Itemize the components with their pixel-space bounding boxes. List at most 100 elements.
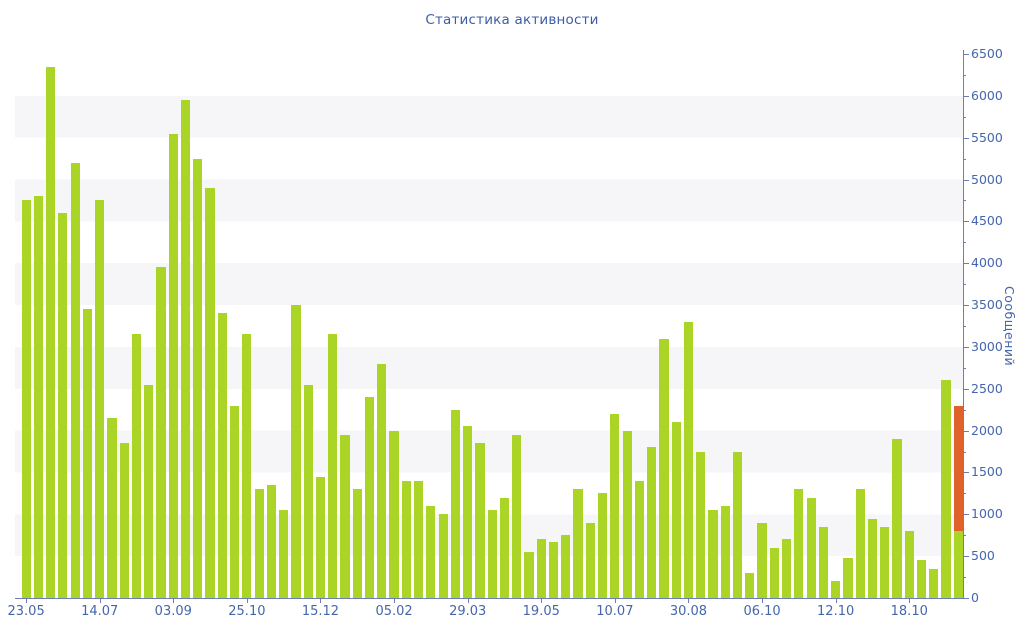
- bar: [745, 572, 755, 598]
- bar: [119, 443, 129, 598]
- y-minor-tick: [963, 74, 966, 76]
- bar: [487, 510, 497, 598]
- bar: [953, 405, 963, 598]
- y-minor-tick: [963, 451, 966, 453]
- x-tick: [909, 599, 911, 603]
- bar: [377, 363, 387, 598]
- x-tick: [173, 599, 175, 603]
- bar: [647, 447, 657, 598]
- bar: [463, 426, 473, 598]
- bar: [230, 405, 240, 598]
- x-tick-label: 14.07: [81, 604, 119, 619]
- x-tick: [394, 599, 396, 603]
- bar: [401, 480, 411, 598]
- bar: [708, 510, 718, 598]
- bar: [855, 489, 865, 598]
- bar: [561, 535, 571, 598]
- bar: [303, 384, 313, 598]
- y-major-tick: [963, 556, 969, 558]
- y-major-tick: [963, 95, 969, 97]
- x-tick-label: 06.10: [743, 604, 781, 619]
- y-axis-title: Сообщений: [1002, 286, 1017, 367]
- x-tick: [762, 599, 764, 603]
- x-tick: [246, 599, 248, 603]
- bar: [46, 66, 56, 598]
- x-tick-label: 15.12: [301, 604, 340, 619]
- bar: [683, 321, 694, 598]
- y-tick-label: 5000: [971, 171, 1003, 187]
- y-major-tick: [963, 263, 969, 265]
- y-axis-line: [963, 50, 964, 599]
- y-major-tick: [963, 472, 969, 474]
- bar: [475, 443, 485, 598]
- bar: [720, 505, 730, 598]
- x-tick-label: 25.10: [228, 604, 266, 619]
- bar: [291, 305, 301, 598]
- y-minor-tick: [963, 158, 966, 160]
- y-minor-tick: [963, 326, 966, 327]
- bar: [364, 397, 375, 598]
- chart-title: Статистика активности: [425, 12, 599, 28]
- x-tick-label: 19.05: [522, 604, 560, 619]
- bar: [95, 200, 105, 598]
- y-minor-tick: [963, 577, 966, 579]
- bar: [634, 480, 644, 598]
- bar: [671, 422, 681, 598]
- bar: [180, 100, 191, 598]
- bar: [217, 313, 227, 598]
- y-major-tick: [963, 137, 969, 139]
- bar: [205, 187, 215, 598]
- y-tick-label: 3000: [971, 338, 1003, 354]
- bar: [21, 200, 31, 598]
- y-tick-label: 4000: [971, 255, 1003, 271]
- bar: [536, 539, 546, 598]
- bar: [904, 531, 914, 598]
- bar: [892, 439, 902, 598]
- y-tick-label: 500: [971, 548, 995, 564]
- bar: [573, 489, 583, 598]
- y-minor-tick: [963, 242, 966, 244]
- bar-segment: [953, 405, 963, 532]
- y-tick-label: 1500: [971, 464, 1003, 480]
- bar: [242, 334, 252, 598]
- bar: [880, 526, 890, 598]
- bar: [389, 430, 399, 598]
- bar: [499, 497, 510, 598]
- plot-area: [15, 54, 963, 598]
- bar: [696, 451, 706, 598]
- y-tick-label: 2500: [971, 380, 1003, 396]
- bar: [70, 162, 80, 598]
- y-tick-label: 0: [971, 590, 979, 605]
- y-minor-tick: [963, 493, 966, 495]
- y-minor-tick: [963, 116, 966, 118]
- bar: [781, 539, 792, 598]
- bar: [598, 493, 608, 598]
- y-tick-label: 4500: [971, 213, 1003, 229]
- bar-segment: [953, 531, 963, 598]
- bar: [806, 497, 816, 598]
- bar: [58, 213, 68, 598]
- x-tick-label: 18.10: [890, 604, 928, 619]
- y-major-tick: [963, 179, 969, 181]
- x-tick: [467, 599, 469, 603]
- x-tick: [688, 599, 690, 603]
- y-major-tick: [963, 514, 969, 516]
- bar: [818, 526, 828, 598]
- x-tick-label: 12.10: [817, 604, 855, 619]
- bar: [156, 267, 166, 598]
- bar: [769, 547, 779, 598]
- bar: [340, 434, 350, 598]
- y-major-tick: [963, 388, 969, 390]
- bar: [254, 489, 264, 598]
- y-minor-tick: [963, 535, 966, 537]
- y-major-tick: [963, 430, 969, 432]
- bar: [916, 560, 927, 598]
- bar: [131, 334, 142, 598]
- x-tick: [541, 599, 543, 603]
- x-axis-line: [15, 598, 964, 599]
- y-minor-tick: [963, 200, 966, 202]
- bar: [610, 413, 620, 598]
- x-tick: [614, 599, 616, 603]
- bar: [107, 418, 117, 598]
